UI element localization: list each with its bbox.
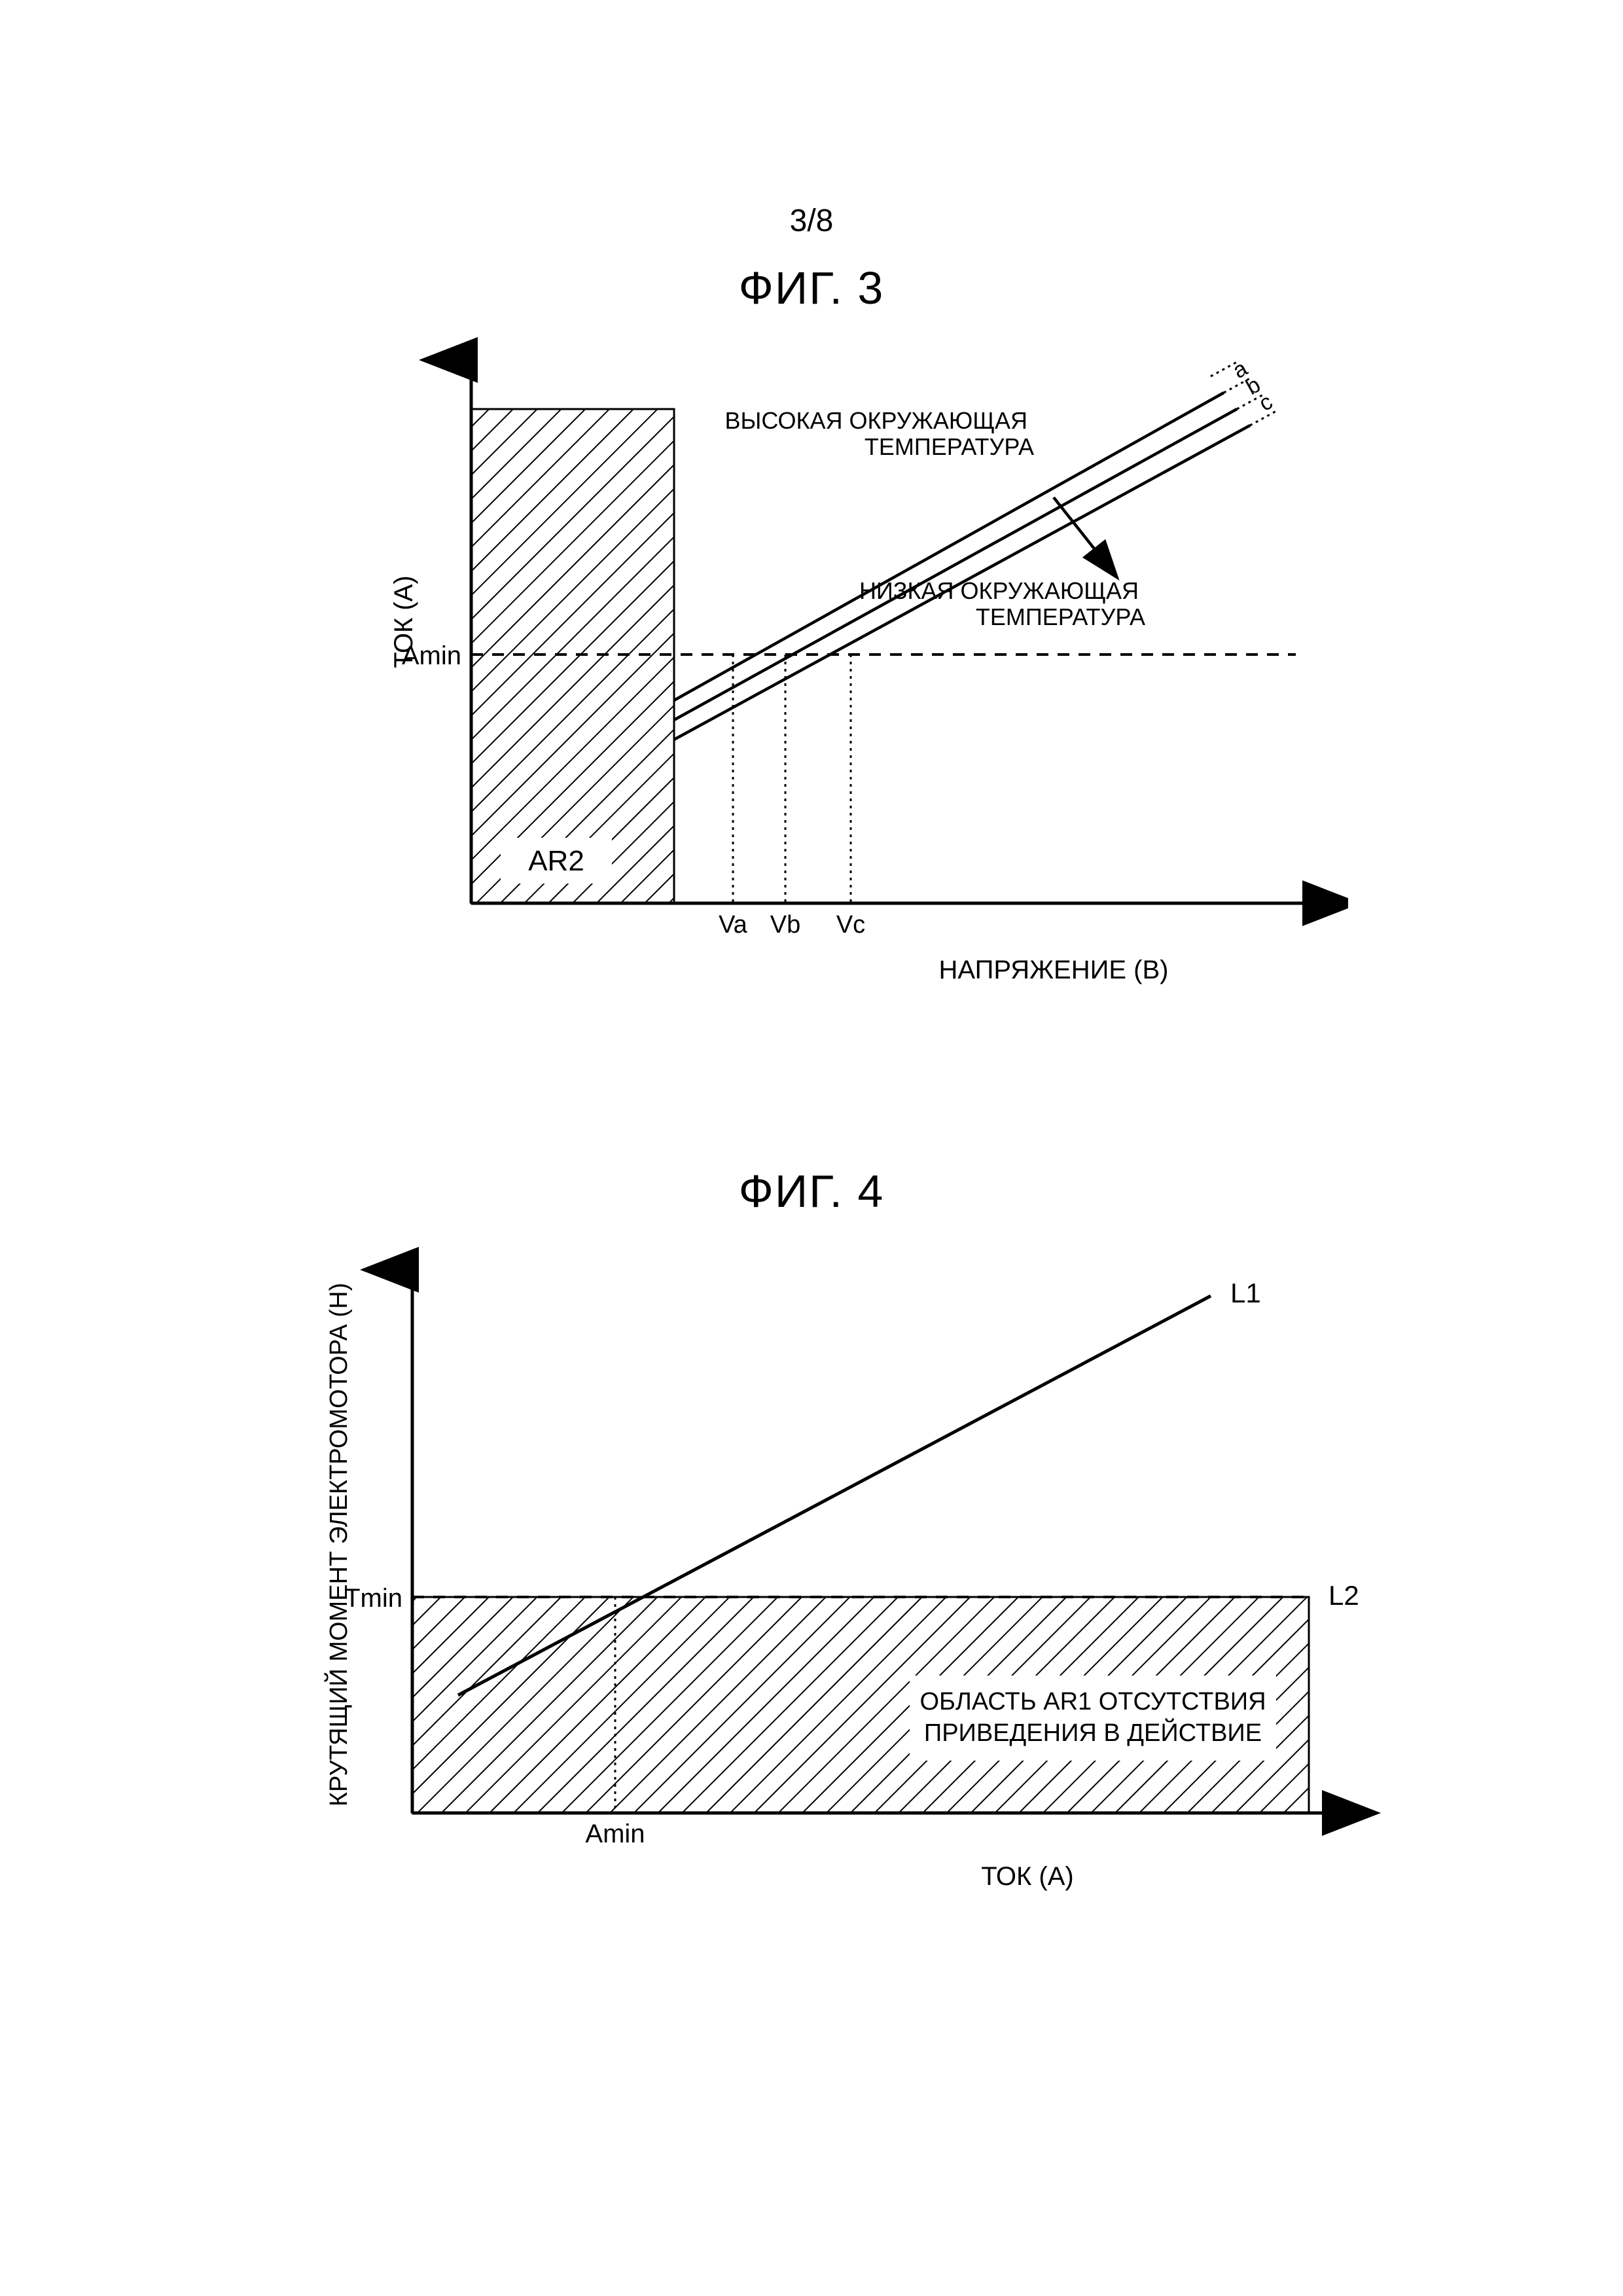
fig4-ar1-label-line2: ПРИВЕДЕНИЯ В ДЕЙСТВИЕ — [924, 1717, 1262, 1747]
fig3-temp-arrow — [1054, 497, 1116, 576]
page: 3/8 ФИГ. 3 AR2 Amin — [0, 0, 1623, 2296]
page-number: 3/8 — [0, 203, 1623, 239]
fig3-high-temp-line1: ВЫСОКАЯ ОКРУЖАЮЩАЯ — [724, 407, 1027, 434]
fig4-ar1-label-line1: ОБЛАСТЬ AR1 ОТСУТСТВИЯ — [919, 1688, 1266, 1715]
fig3-chart: AR2 Amin Va Vb Vc a b c ВЫСОКАЯ ОКРУЖАЮЩ… — [366, 314, 1348, 1001]
fig3-vc-label: Vc — [836, 911, 865, 939]
fig4-y-axis-label: КРУТЯЩИЙ МОМЕНТ ЭЛЕКТРОМОТОРА (Н) — [323, 1283, 353, 1806]
fig3-ar2-label: AR2 — [528, 845, 584, 877]
fig4-title: ФИГ. 4 — [0, 1165, 1623, 1217]
fig4-amin-label: Amin — [585, 1820, 645, 1848]
fig4-chart: ОБЛАСТЬ AR1 ОТСУТСТВИЯ ПРИВЕДЕНИЯ В ДЕЙС… — [308, 1224, 1381, 1911]
fig3-low-temp-line1: НИЗКАЯ ОКРУЖАЮЩАЯ — [859, 577, 1139, 604]
fig3-vb-label: Vb — [770, 911, 800, 939]
fig3-high-temp-label: ВЫСОКАЯ ОКРУЖАЮЩАЯ ТЕМПЕРАТУРА — [724, 407, 1034, 460]
fig3-va-label: Va — [719, 911, 748, 939]
fig3-ar2-region — [471, 409, 674, 903]
fig3-high-temp-line2: ТЕМПЕРАТУРА — [865, 433, 1034, 460]
fig4-l2-label: L2 — [1329, 1580, 1359, 1611]
fig4-x-axis-label: ТОК (А) — [981, 1862, 1073, 1891]
fig3-y-axis-label: ТОК (А) — [389, 575, 418, 668]
fig3-line-c-label: c — [1255, 389, 1276, 416]
fig4-tmin-label: Tmin — [344, 1584, 402, 1613]
fig4-l1-label: L1 — [1230, 1278, 1261, 1308]
fig3-low-temp-line2: ТЕМПЕРАТУРА — [976, 603, 1145, 630]
fig3-low-temp-label: НИЗКАЯ ОКРУЖАЮЩАЯ ТЕМПЕРАТУРА — [859, 577, 1145, 630]
fig3-x-axis-label: НАПРЯЖЕНИЕ (В) — [939, 956, 1169, 984]
fig3-title: ФИГ. 3 — [0, 262, 1623, 314]
